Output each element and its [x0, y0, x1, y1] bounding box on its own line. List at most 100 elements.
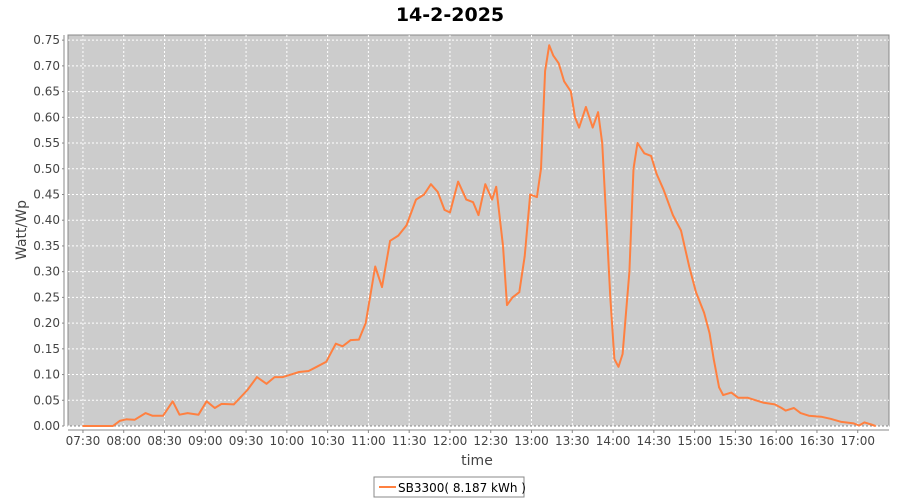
x-tick-label: 16:00 — [759, 434, 794, 448]
data-point — [708, 332, 711, 335]
data-point — [273, 376, 276, 378]
data-point — [457, 180, 459, 183]
chart-title: 14-2-2025 — [396, 4, 504, 26]
data-point — [570, 90, 572, 93]
data-point — [874, 425, 877, 427]
data-point — [436, 191, 439, 193]
plot-area — [67, 34, 890, 427]
x-tick-label: 10:30 — [310, 434, 345, 448]
series-layer — [82, 44, 877, 427]
data-point — [536, 196, 538, 198]
data-point — [415, 198, 417, 201]
data-point — [374, 265, 376, 268]
data-point — [774, 403, 776, 406]
x-tick-label: 15:00 — [677, 434, 712, 448]
data-point — [397, 234, 400, 237]
data-point — [737, 396, 739, 399]
data-point — [364, 322, 367, 324]
y-tick-label: 0.75 — [33, 33, 60, 47]
data-point — [82, 425, 84, 427]
data-point — [381, 286, 383, 288]
data-point — [591, 126, 594, 129]
x-tick-label: 08:00 — [106, 434, 141, 448]
x-axis-label: time — [461, 453, 493, 469]
data-point — [502, 245, 504, 247]
grid — [68, 35, 889, 427]
legend-entry: SB3300( 8.187 kWh ) — [398, 481, 526, 495]
data-point — [578, 126, 580, 129]
x-tick-label: 13:00 — [514, 434, 549, 448]
data-point — [506, 304, 508, 306]
data-point — [628, 270, 631, 273]
data-point — [423, 193, 425, 196]
data-point — [799, 412, 802, 414]
data-point — [477, 214, 480, 216]
x-axis: 07:30 08:00 08:30 09:00 09:30 10:00 10:30 11:00… — [66, 429, 889, 448]
data-point — [205, 400, 208, 403]
data-point — [358, 338, 360, 341]
y-tick-label: 0.35 — [33, 239, 60, 253]
data-point — [617, 366, 620, 368]
data-point — [680, 229, 682, 232]
data-point — [465, 198, 468, 201]
y-axis-label: Watt/Wp — [14, 200, 30, 260]
data-point — [118, 420, 121, 422]
x-tick-label: 08:30 — [147, 434, 182, 448]
y-axis: 0.00 0.05 0.10 0.15 0.20 0.25 0.30 0.35 0.40 0.45… — [33, 33, 65, 433]
y-tick-label: 0.65 — [33, 85, 60, 99]
data-point — [112, 425, 114, 427]
data-point — [858, 424, 860, 427]
data-point — [650, 155, 652, 157]
data-point — [298, 371, 300, 373]
data-point — [162, 414, 164, 417]
y-tick-label: 0.15 — [33, 342, 60, 356]
data-point — [621, 353, 624, 355]
data-point — [491, 198, 493, 201]
x-tick-label: 14:00 — [596, 434, 631, 448]
data-point — [405, 224, 408, 227]
legend-box — [373, 476, 525, 498]
x-tick-label: 16:30 — [800, 434, 835, 448]
data-point — [540, 167, 542, 170]
data-point — [852, 422, 855, 425]
data-point — [265, 383, 268, 385]
y-tick-label: 0.55 — [33, 136, 60, 150]
data-point — [808, 414, 810, 417]
data-point — [341, 345, 344, 348]
data-point — [495, 185, 497, 188]
data-point — [863, 421, 866, 424]
data-point — [552, 54, 555, 57]
x-tick-label: 14:30 — [637, 434, 672, 448]
y-tick-label: 0.50 — [33, 162, 60, 176]
data-point — [557, 62, 560, 65]
data-point — [544, 70, 546, 72]
x-tick-label: 11:30 — [392, 434, 427, 448]
data-point — [186, 412, 189, 414]
data-point — [220, 403, 223, 405]
y-tick-label: 0.05 — [33, 393, 60, 407]
data-point — [609, 296, 612, 299]
x-tick-label: 09:00 — [188, 434, 223, 448]
data-point — [443, 209, 446, 211]
data-point — [780, 407, 783, 409]
data-point — [636, 142, 639, 144]
x-tick-label: 10:00 — [270, 434, 305, 448]
data-point — [613, 358, 616, 360]
data-point — [290, 373, 292, 376]
data-point — [840, 421, 843, 423]
data-point — [688, 265, 690, 268]
data-point — [523, 255, 526, 258]
data-point — [484, 183, 487, 185]
data-point — [449, 211, 451, 214]
data-point — [125, 418, 128, 421]
x-tick-label: 12:30 — [473, 434, 508, 448]
y-tick-label: 0.60 — [33, 110, 60, 124]
data-point — [548, 44, 550, 47]
data-point — [233, 403, 235, 406]
data-point — [718, 386, 720, 389]
x-tick-label: 17:00 — [840, 434, 875, 448]
data-point — [325, 360, 328, 363]
data-point — [214, 407, 216, 409]
data-point — [601, 142, 603, 144]
